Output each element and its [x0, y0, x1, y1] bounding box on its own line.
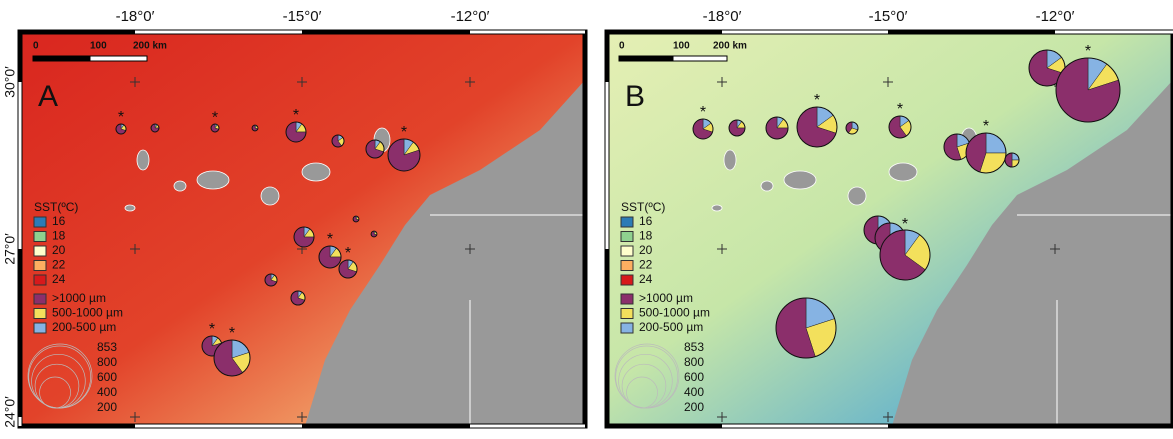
- panel-letter: A: [38, 80, 58, 113]
- legend-label: 500-1000 µm: [52, 306, 123, 320]
- lat-label: 27°0′: [2, 233, 18, 265]
- size-label: 600: [97, 370, 117, 384]
- legend-swatch: [621, 275, 633, 285]
- legend-swatch: [34, 246, 46, 256]
- legend-swatch: [621, 217, 633, 227]
- significance-mark: *: [1085, 43, 1091, 60]
- significance-mark: *: [229, 325, 235, 342]
- scale-label: 100: [673, 41, 690, 52]
- lon-label: -15°0′: [283, 8, 322, 25]
- lon-label: -12°0′: [1036, 8, 1075, 25]
- significance-mark: *: [209, 321, 215, 338]
- size-label: 400: [97, 385, 117, 399]
- significance-mark: *: [118, 109, 124, 126]
- significance-mark: *: [212, 109, 218, 126]
- legend-swatch: [621, 294, 633, 304]
- lat-label: 30°0′: [2, 66, 18, 98]
- legend-swatch: [621, 323, 633, 333]
- legend-label: 22: [639, 258, 653, 272]
- legend-swatch: [34, 294, 46, 304]
- lon-label: -18°0′: [703, 8, 742, 25]
- size-label: 200: [97, 400, 117, 414]
- legend-label: 500-1000 µm: [639, 306, 710, 320]
- lon-label: -18°0′: [116, 8, 155, 25]
- scale-label: 200 km: [713, 41, 747, 52]
- legend-label: 20: [52, 243, 66, 257]
- lat-label: 24°0′: [2, 396, 18, 428]
- legend-label: 18: [639, 229, 653, 243]
- size-label: 800: [684, 355, 704, 369]
- legend-swatch: [34, 309, 46, 319]
- size-label: 600: [684, 370, 704, 384]
- size-label: 853: [684, 340, 704, 354]
- legend-swatch: [34, 323, 46, 333]
- panel-letter: B: [625, 80, 645, 113]
- legend-swatch: [34, 217, 46, 227]
- size-label: 200: [684, 400, 704, 414]
- legend-swatch: [621, 246, 633, 256]
- significance-mark: *: [401, 124, 407, 141]
- legend-label: 16: [52, 214, 66, 228]
- legend-label: 200-500 µm: [639, 320, 703, 334]
- significance-mark: *: [345, 245, 351, 262]
- scale-label: 100: [90, 41, 107, 52]
- legend-label: 200-500 µm: [52, 320, 116, 334]
- size-label: 400: [684, 385, 704, 399]
- legend-label: 20: [639, 243, 653, 257]
- legend-label: 18: [52, 229, 66, 243]
- legend-title: SST(ºC): [34, 200, 78, 214]
- legend-swatch: [621, 309, 633, 319]
- legend-title: SST(ºC): [621, 200, 665, 214]
- size-label: 800: [97, 355, 117, 369]
- scale-label: 0: [33, 41, 39, 52]
- legend-label: 24: [52, 272, 66, 286]
- legend-label: >1000 µm: [52, 291, 106, 305]
- significance-mark: *: [293, 107, 299, 124]
- lon-label: -15°0′: [869, 8, 908, 25]
- significance-mark: *: [327, 231, 333, 248]
- figure: -18°0′ -15°0′ -12°0′ -18°0′ -15°0′ -12°0′ 30°0…: [0, 0, 1173, 434]
- legend-swatch: [34, 232, 46, 242]
- legend-label: >1000 µm: [639, 291, 693, 305]
- legend-swatch: [34, 261, 46, 271]
- legend-swatch: [34, 275, 46, 285]
- lon-label: -12°0′: [451, 8, 490, 25]
- significance-mark: *: [814, 92, 820, 109]
- legend-swatch: [621, 261, 633, 271]
- scale-label: 200 km: [133, 41, 167, 52]
- legend-label: 24: [639, 272, 653, 286]
- significance-mark: *: [983, 118, 989, 135]
- legend-label: 22: [52, 258, 66, 272]
- legend-swatch: [621, 232, 633, 242]
- scale-label: 0: [619, 41, 625, 52]
- significance-mark: *: [700, 104, 706, 121]
- significance-mark: *: [897, 101, 903, 118]
- size-label: 853: [97, 340, 117, 354]
- legend-label: 16: [639, 214, 653, 228]
